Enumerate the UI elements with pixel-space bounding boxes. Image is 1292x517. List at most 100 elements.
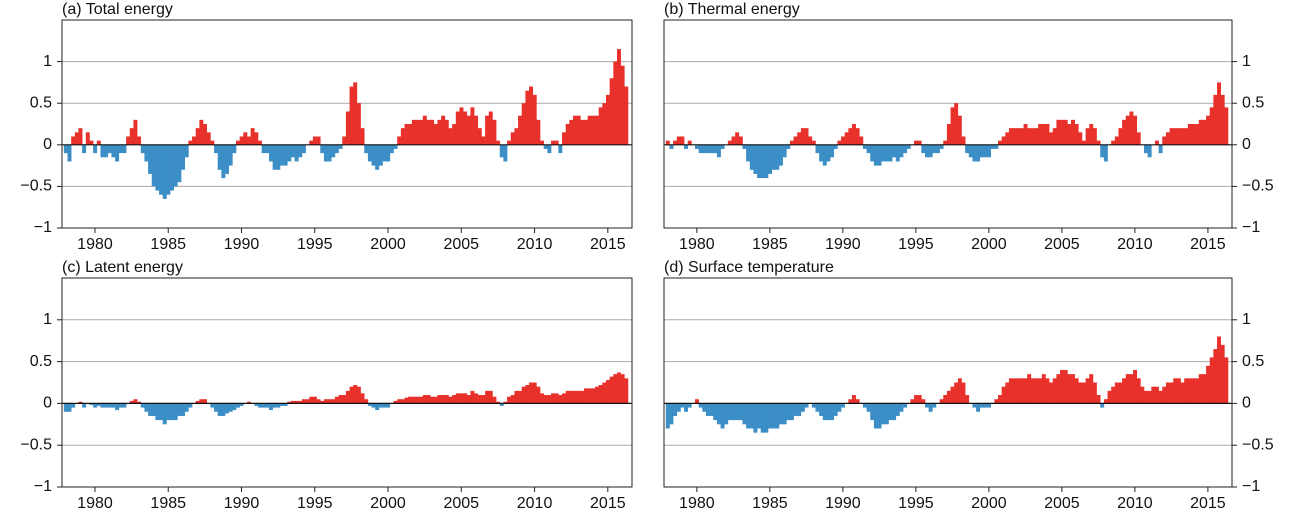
bar <box>1122 378 1127 404</box>
bar <box>148 403 153 416</box>
bar <box>151 144 156 187</box>
bar <box>499 403 504 406</box>
bar <box>1045 124 1050 145</box>
bar <box>184 403 189 412</box>
bar <box>173 403 178 421</box>
bar <box>746 144 751 162</box>
bar <box>811 403 816 408</box>
bar <box>408 124 413 145</box>
bar <box>1067 124 1072 145</box>
bar <box>415 119 420 145</box>
bar <box>206 132 211 145</box>
bar <box>518 115 523 145</box>
bar <box>199 399 204 404</box>
bar <box>1067 374 1072 404</box>
bar <box>444 395 449 404</box>
bar <box>1081 140 1086 145</box>
bar <box>595 386 599 404</box>
bar <box>276 403 281 408</box>
bar <box>228 403 233 412</box>
bar <box>474 115 479 145</box>
x-tick-label: 2015 <box>590 236 626 253</box>
bar <box>239 136 244 145</box>
bar <box>540 393 545 404</box>
bar <box>507 396 512 404</box>
bar <box>166 403 171 421</box>
bar <box>961 136 966 145</box>
bar <box>676 403 681 412</box>
bar <box>998 395 1002 404</box>
bar <box>426 395 431 404</box>
bar <box>107 403 112 408</box>
bar <box>1063 369 1068 404</box>
bar <box>768 144 772 174</box>
bar <box>129 128 134 145</box>
bar <box>477 395 482 404</box>
bar <box>137 401 142 404</box>
bar <box>771 144 776 170</box>
bar <box>862 403 867 408</box>
bar <box>239 403 244 406</box>
bar <box>122 403 127 408</box>
bar <box>899 144 904 158</box>
bar <box>254 132 259 145</box>
bar <box>1173 128 1178 145</box>
bar <box>78 128 83 145</box>
y-tick-label: 1 <box>43 311 52 328</box>
bar <box>873 144 878 166</box>
bar <box>78 401 83 404</box>
bar <box>353 82 358 145</box>
bar <box>778 403 783 425</box>
bar <box>463 393 468 404</box>
bar <box>1176 378 1181 404</box>
bar <box>624 86 629 145</box>
bar <box>279 144 284 166</box>
bar <box>470 107 475 145</box>
bar <box>731 136 736 145</box>
x-tick-label: 1985 <box>752 495 788 512</box>
bar <box>452 395 457 404</box>
bar <box>386 403 391 408</box>
bar <box>580 119 585 145</box>
bar <box>100 403 105 408</box>
bar <box>569 390 574 404</box>
bar <box>525 385 530 404</box>
bar <box>742 403 747 425</box>
bar <box>1133 369 1138 404</box>
bar <box>724 403 729 425</box>
bar <box>609 376 614 404</box>
bar <box>669 403 674 425</box>
bar <box>673 140 678 145</box>
y-tick-label: 0 <box>1242 395 1251 412</box>
bar <box>914 395 919 404</box>
bar <box>709 403 714 416</box>
bar <box>261 403 266 408</box>
bar <box>397 399 402 404</box>
bar <box>422 395 427 404</box>
bar <box>775 403 780 429</box>
bar <box>965 144 970 154</box>
bar <box>71 136 76 145</box>
bar <box>221 403 226 416</box>
bar <box>492 119 497 145</box>
bar <box>624 378 629 404</box>
bar <box>565 390 570 404</box>
y-tick-label: −0.5 <box>1242 178 1274 195</box>
bar <box>757 144 762 179</box>
bar <box>250 128 255 145</box>
y-tick-label: 0 <box>43 136 52 153</box>
bar <box>334 144 339 154</box>
bar <box>1030 128 1035 145</box>
x-tick-label: 2000 <box>971 236 1007 253</box>
bar <box>334 396 339 404</box>
bar <box>433 396 438 404</box>
bar <box>195 128 200 145</box>
bar <box>485 390 490 404</box>
bar <box>613 374 618 404</box>
bar <box>1092 382 1097 404</box>
x-tick-label: 1980 <box>679 236 715 253</box>
bar <box>928 403 933 412</box>
bar <box>441 115 446 145</box>
bar <box>855 128 860 145</box>
y-tick-label: 1 <box>1242 53 1251 70</box>
